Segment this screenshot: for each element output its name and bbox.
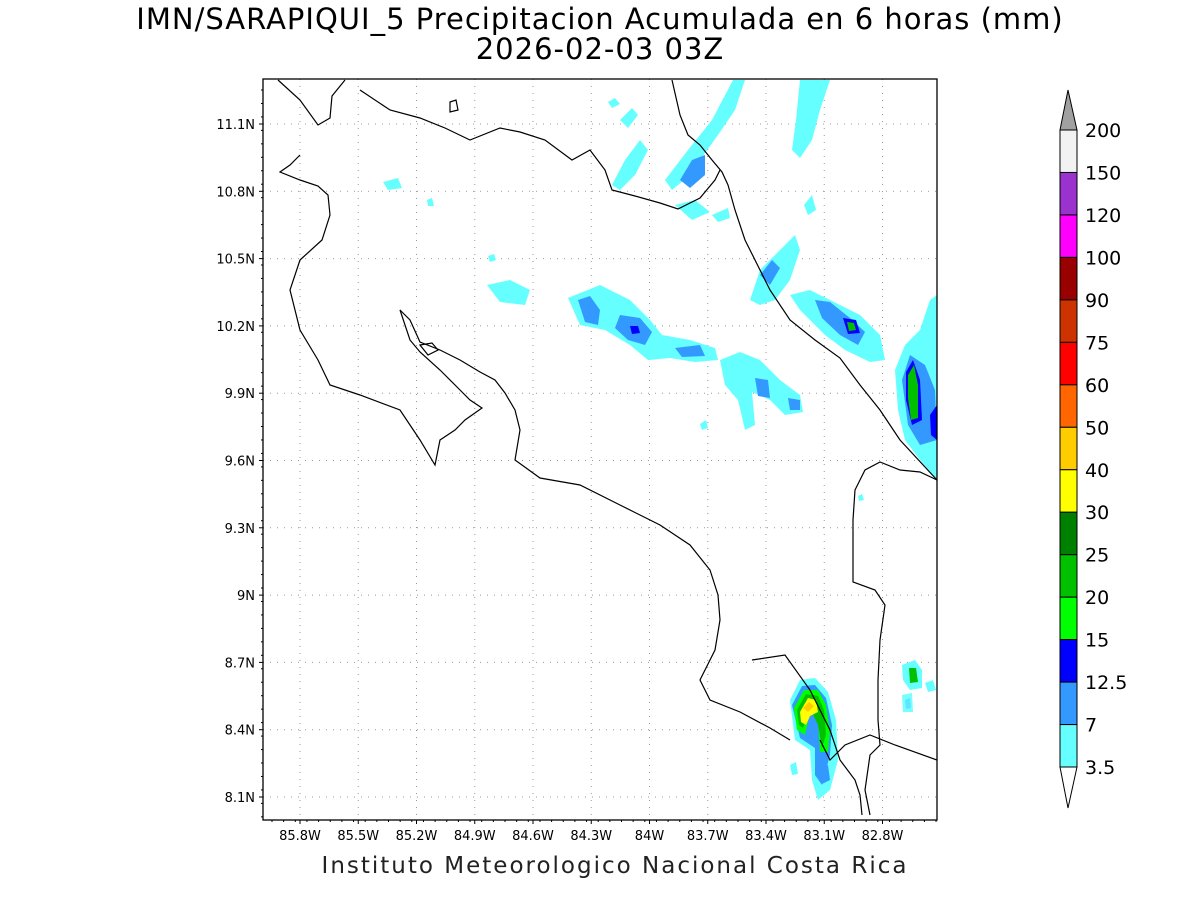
- lat-label: 11.1N: [216, 118, 255, 133]
- lon-label: 85.8W: [279, 829, 321, 844]
- lon-label: 84W: [635, 829, 665, 844]
- map-valid-time: 2026-02-03 03Z: [475, 32, 725, 66]
- lon-label: 83.4W: [745, 829, 787, 844]
- colorbar-level-label: 3.5: [1085, 757, 1115, 779]
- colorbar-level-label: 15: [1085, 630, 1109, 652]
- axis-ticks: [259, 89, 937, 824]
- colorbar-level-label: 30: [1085, 502, 1109, 524]
- colorbar-swatch: [1059, 426, 1078, 471]
- lon-label: 84.6W: [512, 829, 554, 844]
- colorbar-swatch: [1059, 299, 1078, 343]
- lon-label: 84.9W: [454, 829, 496, 844]
- colorbar-swatch: [1059, 214, 1078, 258]
- lon-label: 83.1W: [803, 829, 845, 844]
- colorbar-level-label: 60: [1085, 375, 1109, 397]
- institution-footer: Instituto Meteorologico Nacional Costa R…: [321, 853, 909, 879]
- precip-cell-north: [383, 80, 830, 222]
- lon-label: 83.7W: [687, 829, 729, 844]
- latitude-labels: 11.1N 10.8N 10.5N 10.2N 9.9N 9.6N 9.3N 9N 8.7N 8.…: [216, 118, 255, 806]
- colorbar-swatch: [1059, 256, 1078, 301]
- colorbar-swatch: [1059, 724, 1078, 768]
- colorbar-over-arrow: [1059, 89, 1078, 131]
- lat-label: 8.1N: [225, 791, 255, 806]
- lat-label: 9.6N: [225, 455, 255, 470]
- colorbar-swatch: [1059, 469, 1078, 513]
- lat-label: 9N: [237, 589, 255, 604]
- colorbar-level-label: 150: [1085, 162, 1121, 184]
- colorbar-legend: 200 150 120 100 90 75 60 50 40 30 25 20 15 12.5 7 3.5: [1059, 89, 1127, 809]
- colorbar-level-label: 120: [1085, 205, 1121, 227]
- colorbar-level-label: 7: [1085, 715, 1097, 737]
- lat-label: 9.3N: [225, 522, 255, 537]
- lat-label: 10.8N: [216, 185, 255, 200]
- map-title: IMN/SARAPIQUI_5 Precipitacion Acumulada …: [136, 2, 1064, 36]
- plot-frame: [262, 78, 938, 821]
- lon-label: 85.2W: [396, 829, 438, 844]
- lat-label: 10.5N: [216, 253, 255, 268]
- colorbar-swatch: [1059, 384, 1078, 428]
- lat-lon-grid: [263, 79, 937, 820]
- colorbar-swatch: [1059, 596, 1078, 641]
- colorbar-swatch: [1059, 171, 1078, 216]
- lat-label: 8.7N: [225, 656, 255, 671]
- coastline: [277, 79, 937, 816]
- precip-cell-caribbean: [750, 235, 937, 501]
- precip-cell-central: [487, 254, 803, 430]
- colorbar-level-label: 40: [1085, 460, 1109, 482]
- lat-label: 9.9N: [225, 387, 255, 402]
- colorbar-level-label: 12.5: [1085, 672, 1127, 694]
- colorbar-level-label: 200: [1085, 120, 1121, 142]
- colorbar-level-label: 25: [1085, 545, 1109, 567]
- colorbar-swatch: [1059, 511, 1078, 556]
- colorbar-swatch: [1059, 341, 1078, 386]
- colorbar-level-label: 50: [1085, 417, 1109, 439]
- colorbar-level-label: 20: [1085, 587, 1109, 609]
- colorbar-level-label: 75: [1085, 332, 1109, 354]
- longitude-labels: 85.8W 85.5W 85.2W 84.9W 84.6W 84.3W 84W 83.7W 83…: [279, 829, 903, 844]
- colorbar-level-label: 100: [1085, 247, 1121, 269]
- colorbar-level-label: 90: [1085, 290, 1109, 312]
- colorbar-under-arrow: [1059, 766, 1078, 809]
- lon-label: 82.8W: [862, 829, 904, 844]
- lon-label: 84.3W: [570, 829, 612, 844]
- lon-label: 85.5W: [337, 829, 379, 844]
- lat-label: 10.2N: [216, 320, 255, 335]
- colorbar-swatch: [1059, 681, 1078, 726]
- colorbar-swatch: [1059, 639, 1078, 683]
- colorbar-swatch: [1059, 129, 1078, 173]
- lat-label: 8.4N: [225, 724, 255, 739]
- colorbar-swatch: [1059, 554, 1078, 598]
- precipitation-field: [383, 80, 937, 800]
